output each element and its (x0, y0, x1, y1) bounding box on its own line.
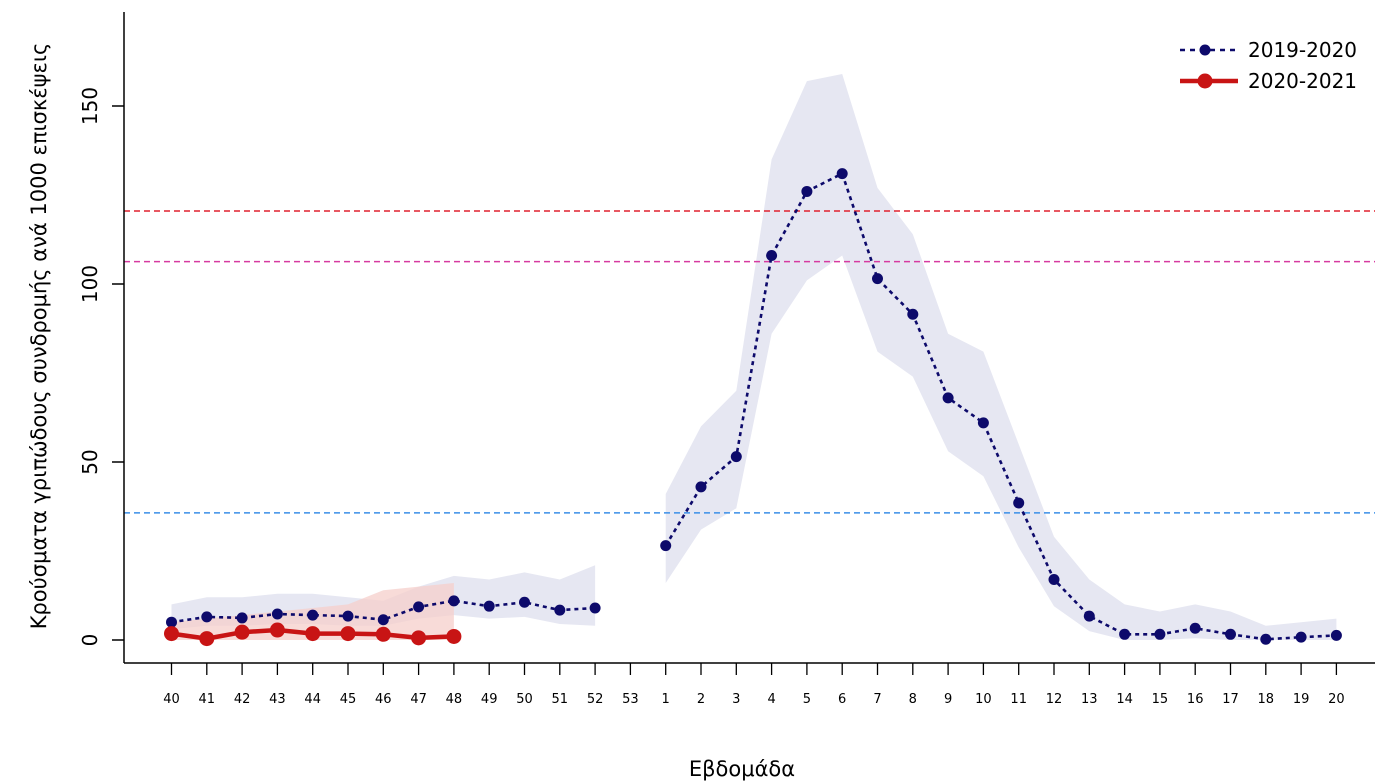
data-point (554, 604, 566, 616)
legend-marker (1199, 44, 1211, 56)
data-point (1119, 628, 1131, 640)
y-axis-title: Κρούσματα γριπώδους συνδρομής ανά 1000 ε… (27, 43, 51, 630)
data-point (1260, 633, 1272, 645)
data-point (1083, 610, 1095, 622)
data-point (977, 417, 989, 429)
data-point (199, 631, 215, 647)
x-tick-label: 45 (340, 692, 357, 707)
x-tick-label: 16 (1187, 692, 1204, 707)
data-point (1225, 628, 1236, 640)
x-tick-label: 50 (516, 692, 533, 707)
x-tick-label: 19 (1293, 692, 1310, 707)
data-point (589, 602, 601, 614)
data-point (448, 595, 460, 607)
x-tick-label: 12 (1046, 692, 1063, 707)
data-point (695, 481, 707, 493)
x-tick-label: 8 (909, 692, 917, 707)
x-tick-label: 7 (873, 692, 881, 707)
x-tick-label: 40 (163, 692, 180, 707)
x-tick-label: 53 (622, 692, 639, 707)
x-tick-label: 5 (803, 692, 811, 707)
data-point (234, 624, 250, 640)
y-tick-label: 0 (78, 634, 102, 647)
x-tick-label: 42 (234, 692, 251, 707)
data-point (519, 596, 530, 608)
data-point (483, 600, 495, 612)
data-point (660, 540, 672, 552)
data-point (1048, 573, 1060, 585)
data-point (766, 250, 778, 262)
data-point (377, 614, 389, 626)
data-point (411, 630, 427, 646)
x-tick-label: 15 (1152, 692, 1169, 707)
x-ticks: 40 41 42 43 44 45 46 47 48 49 50 51 52 53 1 2 3 4 5 6 7 8 9 10 1… (163, 663, 1345, 707)
x-axis-title: Εβδομάδα (689, 757, 795, 781)
data-point (836, 168, 848, 180)
x-tick-label: 14 (1116, 692, 1133, 707)
x-tick-label: 41 (199, 692, 216, 707)
x-tick-label: 51 (552, 692, 569, 707)
legend-label: 2019-2020 (1248, 38, 1357, 62)
y-tick-label: 50 (78, 449, 102, 474)
y-tick-label: 100 (78, 265, 102, 303)
data-point (413, 601, 425, 613)
axes (123, 12, 1375, 664)
y-ticks: 0 50 100 150 (78, 87, 124, 646)
x-tick-label: 48 (446, 692, 463, 707)
x-tick-label: 1 (662, 692, 670, 707)
data-point (872, 273, 883, 285)
series-line (664, 172, 1337, 641)
x-tick-label: 46 (375, 692, 392, 707)
legend-label: 2020-2021 (1248, 69, 1357, 93)
x-tick-label: 3 (732, 692, 740, 707)
legend: 2019-2020 2020-2021 (1180, 38, 1357, 93)
x-tick-label: 52 (587, 692, 604, 707)
data-point (1013, 497, 1025, 509)
data-point (342, 610, 354, 622)
x-tick-label: 47 (410, 692, 427, 707)
x-tick-label: 18 (1258, 692, 1275, 707)
data-point (164, 626, 179, 642)
x-tick-label: 4 (767, 692, 775, 707)
data-point (446, 628, 462, 644)
x-tick-label: 44 (304, 692, 321, 707)
data-point (907, 308, 919, 320)
x-tick-label: 9 (944, 692, 952, 707)
data-point (1330, 629, 1342, 641)
data-point (1154, 628, 1166, 640)
legend-marker (1197, 73, 1213, 89)
data-point (307, 609, 319, 621)
series-lines (164, 168, 1342, 647)
x-tick-label: 20 (1328, 692, 1345, 707)
data-point (375, 626, 391, 642)
data-point (236, 612, 248, 624)
data-point (942, 392, 954, 404)
data-point (801, 185, 813, 197)
x-tick-label: 10 (975, 692, 992, 707)
y-tick-label: 150 (78, 87, 102, 125)
x-tick-label: 17 (1222, 692, 1239, 707)
x-tick-label: 11 (1010, 692, 1027, 707)
data-point (305, 626, 321, 642)
x-tick-label: 2 (697, 692, 705, 707)
confidence-band (665, 74, 1337, 640)
x-tick-label: 43 (269, 692, 286, 707)
data-point (271, 608, 283, 620)
data-point (1295, 631, 1307, 643)
data-point (340, 626, 356, 642)
data-point (730, 451, 742, 463)
data-point (1189, 622, 1201, 634)
x-tick-label: 6 (838, 692, 846, 707)
data-point (166, 616, 177, 628)
threshold-lines (124, 210, 1375, 514)
x-tick-label: 49 (481, 692, 498, 707)
data-point (269, 622, 285, 638)
x-tick-label: 13 (1081, 692, 1098, 707)
data-point (201, 611, 213, 623)
